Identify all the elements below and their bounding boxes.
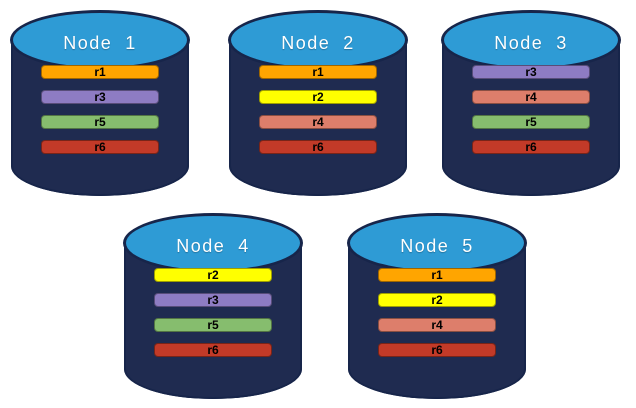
node-1-replica-list: r1 r3 r5 r6 [41, 65, 159, 154]
node-4-replica-bar-r6: r6 [154, 343, 272, 357]
node-4-replica-bar-r3: r3 [154, 293, 272, 307]
node-2-cylinder: Node 2 r1 r2 r4 r6 [228, 10, 408, 196]
node-2-replica-list: r1 r2 r4 r6 [259, 65, 377, 154]
node-1-label: Node 1 [63, 33, 137, 53]
node-1-replica-bar-r5: r5 [41, 115, 159, 129]
node-4-label: Node 4 [176, 236, 250, 256]
node-2-replica-bar-r2: r2 [259, 90, 377, 104]
node-5-replica-bar-r1: r1 [378, 268, 496, 282]
node-3-cylinder-top: Node 3 [441, 10, 621, 70]
node-2-replica-bar-r6: r6 [259, 140, 377, 154]
node-2-replica-bar-r4: r4 [259, 115, 377, 129]
node-1-cylinder-top: Node 1 [10, 10, 190, 70]
node-4-replica-bar-r5: r5 [154, 318, 272, 332]
node-3-replica-bar-r6: r6 [472, 140, 590, 154]
node-3-replica-bar-r3: r3 [472, 65, 590, 79]
node-2-label: Node 2 [281, 33, 355, 53]
node-2-cylinder-top: Node 2 [228, 10, 408, 70]
node-3-replica-list: r3 r4 r5 r6 [472, 65, 590, 154]
node-5-label: Node 5 [400, 236, 474, 256]
node-3-cylinder: Node 3 r3 r4 r5 r6 [441, 10, 621, 196]
node-5-replica-bar-r6: r6 [378, 343, 496, 357]
node-2-replica-bar-r1: r1 [259, 65, 377, 79]
node-5-replica-bar-r4: r4 [378, 318, 496, 332]
node-3-replica-bar-r5: r5 [472, 115, 590, 129]
node-4-cylinder-top: Node 4 [123, 213, 303, 273]
node-3-label: Node 3 [494, 33, 568, 53]
node-1-replica-bar-r6: r6 [41, 140, 159, 154]
node-1-cylinder: Node 1 r1 r3 r5 r6 [10, 10, 190, 196]
node-4-replica-list: r2 r3 r5 r6 [154, 268, 272, 357]
node-1-replica-bar-r3: r3 [41, 90, 159, 104]
node-5-cylinder: Node 5 r1 r2 r4 r6 [347, 213, 527, 399]
node-4-replica-bar-r2: r2 [154, 268, 272, 282]
node-4-cylinder: Node 4 r2 r3 r5 r6 [123, 213, 303, 399]
node-1-replica-bar-r1: r1 [41, 65, 159, 79]
node-5-replica-bar-r2: r2 [378, 293, 496, 307]
node-3-replica-bar-r4: r4 [472, 90, 590, 104]
node-5-cylinder-top: Node 5 [347, 213, 527, 273]
node-5-replica-list: r1 r2 r4 r6 [378, 268, 496, 357]
